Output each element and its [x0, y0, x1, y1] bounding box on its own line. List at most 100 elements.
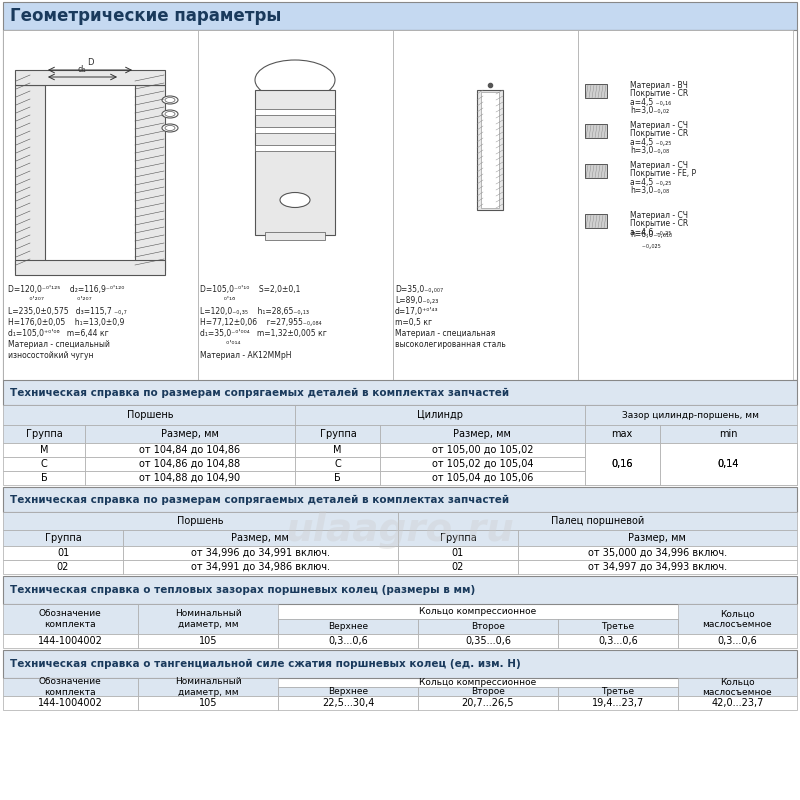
Bar [3, 560, 123, 574]
Text: d=17,0⁺⁰'⁴³: d=17,0⁺⁰'⁴³ [395, 307, 438, 316]
Bar [3, 546, 123, 560]
Text: 0,14: 0,14 [718, 459, 739, 469]
Bar [123, 560, 398, 574]
Bar [660, 471, 797, 485]
Bar [135, 85, 165, 270]
Text: Палец поршневой: Палец поршневой [551, 516, 645, 526]
Text: 105: 105 [198, 636, 218, 646]
Text: С: С [334, 459, 341, 469]
Bar [3, 678, 138, 696]
Text: Размер, мм: Размер, мм [161, 429, 219, 439]
Ellipse shape [165, 111, 175, 117]
Text: Техническая справка по размерам сопрягаемых деталей в комплектах запчастей: Техническая справка по размерам сопрягае… [10, 494, 509, 505]
Text: 105: 105 [198, 698, 218, 708]
Text: от 105,00 до 105,02: от 105,00 до 105,02 [432, 445, 534, 455]
Text: Группа: Группа [440, 533, 476, 543]
Bar [380, 443, 585, 457]
Text: h=6,0₋₀,₆₁₀
     ₋₀,₀₂₅: h=6,0₋₀,₆₁₀ ₋₀,₀₂₅ [630, 230, 672, 250]
Bar [418, 619, 558, 634]
Bar [481, 92, 499, 208]
Bar [15, 260, 165, 275]
Bar [295, 425, 380, 443]
Bar [398, 512, 797, 530]
Bar [3, 405, 295, 425]
Text: Материал - специальная: Материал - специальная [395, 329, 495, 338]
Bar [85, 443, 295, 457]
Bar [398, 560, 518, 574]
Bar [518, 530, 797, 546]
Text: Покрытие - FE, P: Покрытие - FE, P [630, 170, 696, 178]
Text: 0,16: 0,16 [611, 459, 633, 469]
Text: Группа: Группа [26, 429, 62, 439]
Text: h=3,0₋₀,₀₈: h=3,0₋₀,₀₈ [630, 186, 669, 194]
Text: Поршень: Поршень [126, 410, 174, 420]
Bar [15, 85, 45, 270]
Bar [398, 530, 518, 546]
Text: Размер, мм: Размер, мм [453, 429, 511, 439]
Text: 0,3...0,6: 0,3...0,6 [598, 636, 638, 646]
Bar [578, 30, 793, 380]
Bar [255, 109, 335, 115]
Bar [678, 634, 797, 648]
Text: от 104,88 до 104,90: от 104,88 до 104,90 [139, 473, 241, 483]
Text: a=4,5 ₋₀,₂₅: a=4,5 ₋₀,₂₅ [630, 138, 671, 146]
Bar [85, 457, 295, 471]
Bar [85, 471, 295, 485]
Text: от 105,02 до 105,04: от 105,02 до 105,04 [432, 459, 534, 469]
Bar [295, 457, 380, 471]
Text: от 104,84 до 104,86: от 104,84 до 104,86 [139, 445, 241, 455]
Bar [585, 124, 607, 138]
Bar [558, 619, 678, 634]
Text: С: С [41, 459, 47, 469]
Text: ⁰'²⁰⁷              ⁰'²⁰⁷: ⁰'²⁰⁷ ⁰'²⁰⁷ [8, 296, 92, 305]
Text: d₁: d₁ [78, 65, 86, 74]
Bar [660, 443, 797, 485]
Text: L=89,0₋₀,₂₃: L=89,0₋₀,₂₃ [395, 296, 438, 305]
Bar [278, 619, 418, 634]
Text: 0,3...0,6: 0,3...0,6 [718, 636, 758, 646]
Text: Техническая справка по размерам сопрягаемых деталей в комплектах запчастей: Техническая справка по размерам сопрягае… [10, 387, 509, 398]
Ellipse shape [165, 98, 175, 102]
Bar [255, 90, 335, 235]
Text: Номинальный
диаметр, мм: Номинальный диаметр, мм [174, 610, 242, 629]
Text: L=120,0₋₀,₃₅    h₁=28,65₋₀,₁₃: L=120,0₋₀,₃₅ h₁=28,65₋₀,₁₃ [200, 307, 309, 316]
Bar [585, 84, 607, 98]
Text: Кольцо компрессионное: Кольцо компрессионное [419, 678, 537, 687]
Bar [660, 425, 797, 443]
Bar [295, 405, 585, 425]
Text: a=4,6 ₋₀,₂₅: a=4,6 ₋₀,₂₅ [630, 227, 671, 237]
Bar [380, 425, 585, 443]
Text: от 105,04 до 105,06: от 105,04 до 105,06 [432, 473, 533, 483]
Text: от 34,997 до 34,993 включ.: от 34,997 до 34,993 включ. [588, 562, 727, 572]
Text: Геометрические параметры: Геометрические параметры [10, 7, 282, 25]
Bar [278, 634, 418, 648]
Text: Обозначение
комплекта: Обозначение комплекта [38, 678, 102, 697]
Text: от 34,991 до 34,986 включ.: от 34,991 до 34,986 включ. [191, 562, 330, 572]
Bar [138, 634, 278, 648]
Bar [3, 380, 797, 405]
Bar [3, 512, 398, 530]
Text: H=77,12±0,06    r=27,955₋₀,₀₈₄: H=77,12±0,06 r=27,955₋₀,₀₈₄ [200, 318, 322, 327]
Text: Зазор цилиндр-поршень, мм: Зазор цилиндр-поршень, мм [622, 410, 759, 419]
Ellipse shape [280, 193, 310, 207]
Bar [678, 604, 797, 634]
Text: Поршень: Поршень [177, 516, 223, 526]
Bar [278, 687, 678, 696]
Text: Покрытие - CR: Покрытие - CR [630, 130, 688, 138]
Text: 20,7...26,5: 20,7...26,5 [462, 698, 514, 708]
Bar [418, 634, 558, 648]
Bar [278, 619, 678, 634]
Text: Второе: Второе [471, 622, 505, 631]
Bar [3, 471, 85, 485]
Bar [418, 696, 558, 710]
Bar [123, 530, 398, 546]
Text: h=3,0₋₀,₀₂: h=3,0₋₀,₀₂ [630, 106, 669, 114]
Text: Третье: Третье [602, 687, 634, 696]
Bar [558, 696, 678, 710]
Bar [278, 696, 418, 710]
Text: 144-1004002: 144-1004002 [38, 698, 103, 708]
Bar [123, 546, 398, 560]
Text: от 34,996 до 34,991 включ.: от 34,996 до 34,991 включ. [191, 548, 330, 558]
Text: М: М [334, 445, 342, 455]
Bar [265, 232, 325, 240]
